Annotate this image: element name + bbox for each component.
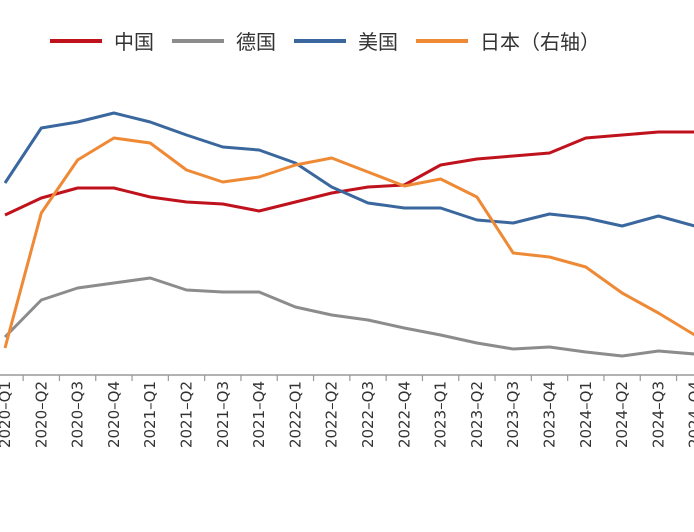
legend-swatch — [294, 38, 346, 43]
legend-swatch — [172, 38, 224, 43]
legend-swatch — [50, 38, 102, 43]
x-tick-label: 2021–Q3 — [214, 381, 232, 448]
x-tick-label: 2022–Q1 — [286, 381, 304, 448]
chart-legend: 中国 德国 美国 日本（右轴） — [50, 26, 618, 55]
x-tick-label: 2020–Q3 — [69, 381, 87, 448]
x-tick-label: 2020–Q1 — [0, 381, 14, 448]
x-tick-label: 2020–Q4 — [105, 381, 123, 448]
x-tick-label: 2021–Q1 — [141, 381, 159, 448]
legend-label: 中国 — [114, 30, 154, 54]
x-tick-label: 2021–Q2 — [178, 381, 196, 448]
x-tick-label: 2021–Q4 — [250, 381, 268, 448]
series-line-3 — [3, 136, 694, 349]
legend-item: 日本（右轴） — [416, 26, 600, 55]
x-tick-label: 2020–Q2 — [32, 381, 50, 448]
x-tick-label: 2024–Q3 — [649, 381, 667, 448]
series-line-0 — [4, 130, 694, 217]
series-line-2 — [3, 111, 694, 228]
x-tick-label: 2024–Q1 — [577, 381, 595, 448]
x-tick-label: 2022–Q2 — [323, 381, 341, 448]
x-tick-label: 2023–Q2 — [468, 381, 486, 448]
x-tick-label: 2023–Q1 — [432, 381, 450, 448]
legend-label: 美国 — [358, 30, 398, 54]
x-tick-label: 2023–Q3 — [504, 381, 522, 448]
x-tick-label: 2024–Q2 — [613, 381, 631, 448]
x-tick-label: 2022–Q3 — [359, 381, 377, 448]
legend-item: 中国 — [50, 26, 154, 55]
legend-label: 日本（右轴） — [480, 30, 600, 54]
legend-item: 德国 — [172, 26, 276, 55]
series-line-1 — [3, 276, 694, 358]
legend-item: 美国 — [294, 26, 398, 55]
x-tick-label: 2023–Q4 — [541, 381, 559, 448]
x-tick-label: 2024–Q4 — [686, 381, 694, 448]
legend-swatch — [416, 38, 468, 43]
x-tick-label: 2022–Q4 — [395, 381, 413, 448]
legend-label: 德国 — [236, 30, 276, 54]
